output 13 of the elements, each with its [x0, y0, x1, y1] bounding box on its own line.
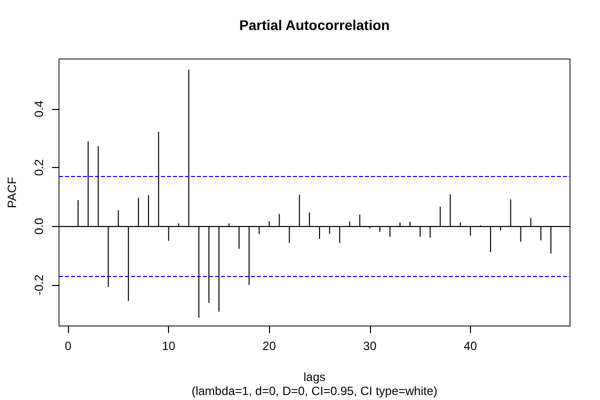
y-tick-label: 0.0 [32, 218, 46, 235]
y-axis-title: PACF [5, 176, 19, 208]
x-axis-title: lags [303, 370, 326, 384]
x-tick-label: 30 [363, 339, 377, 353]
x-tick-label: 40 [464, 339, 478, 353]
chart-title: Partial Autocorrelation [239, 17, 390, 33]
y-tick-label: 0.2 [32, 158, 46, 176]
x-tick-label: 10 [162, 339, 176, 353]
x-tick-label: 0 [64, 339, 72, 353]
x-tick-label: 20 [262, 339, 276, 353]
text: (lambda=1, d=0, D=0, CI=0.95, CI type=white) [192, 384, 438, 398]
y-tick-label: 0.4 [32, 100, 46, 118]
y-tick-label: -0.2 [32, 274, 46, 296]
